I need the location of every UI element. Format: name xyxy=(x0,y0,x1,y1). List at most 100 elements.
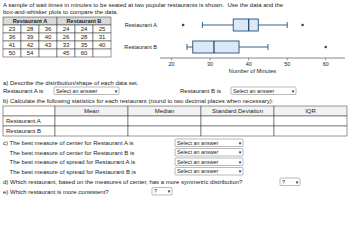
table-cell xyxy=(57,33,75,41)
dropdown-box[interactable] xyxy=(175,139,243,147)
answer-cell[interactable] xyxy=(201,126,274,136)
dropdown[interactable]: ?▾ xyxy=(152,188,172,196)
question: a) Describe the distribution/shape of ea… xyxy=(3,80,139,86)
prompt: Restaurant B is xyxy=(180,88,221,94)
answer-cell[interactable] xyxy=(201,116,274,126)
dropdown-arrow[interactable]: ▾ xyxy=(115,88,118,94)
cap-high xyxy=(267,44,268,50)
dropdown[interactable]: ?▾ xyxy=(280,178,300,186)
dropdown[interactable]: Select an answer ▾ xyxy=(231,87,296,95)
table-value: 39 xyxy=(27,34,34,40)
table-value: 25 xyxy=(99,26,106,32)
dropdown-arrow[interactable]: ▾ xyxy=(239,168,242,174)
cap-low xyxy=(202,22,203,28)
table-value: 24 xyxy=(81,26,88,32)
table-value: 41 xyxy=(9,42,16,48)
whisker-high xyxy=(239,47,268,48)
question: The best measure of spread for Restauran… xyxy=(3,159,135,165)
flier xyxy=(324,46,327,49)
question: b) Calculate the following statistics fo… xyxy=(3,98,274,104)
y-tick-label: Restaurant A xyxy=(125,22,158,28)
dropdown-box[interactable] xyxy=(175,168,243,176)
x-axis-line xyxy=(160,58,345,59)
whisker-high xyxy=(258,25,287,26)
dropdown-label[interactable]: Select an answer xyxy=(177,149,219,155)
dropdown-label[interactable]: Select an answer xyxy=(177,140,219,146)
dropdown[interactable]: Select an answer ▾ xyxy=(54,87,119,95)
answer-cell[interactable] xyxy=(55,126,128,136)
table-cell xyxy=(57,49,75,57)
dropdown-arrow[interactable]: ▾ xyxy=(296,179,299,185)
answer-cell[interactable] xyxy=(274,126,347,136)
table-cell xyxy=(21,33,39,41)
table-header: Restaurant A xyxy=(13,18,48,24)
dropdown-arrow[interactable]: ▾ xyxy=(239,140,242,146)
dropdown[interactable]: Select an answer ▾ xyxy=(175,158,243,166)
dropdown-arrow[interactable]: ▾ xyxy=(292,88,295,94)
table-value: 23 xyxy=(9,26,16,32)
box xyxy=(193,41,239,53)
x-tick-label: 40 xyxy=(246,61,252,67)
table-value: 60 xyxy=(81,50,88,56)
stats-row-label-cell xyxy=(3,126,55,136)
cap-low xyxy=(186,44,187,50)
whisker-low xyxy=(187,47,193,48)
title: A sample of wait times in minutes to be … xyxy=(3,2,284,8)
table-value: 43 xyxy=(45,42,52,48)
x-tick-label: 50 xyxy=(284,61,290,67)
answer-cell[interactable] xyxy=(128,116,201,126)
table-cell xyxy=(75,41,93,49)
stats-table: MeanMedianStandard DeviationIQRRestauran… xyxy=(3,106,347,136)
x-axis-label: Number of Minutes xyxy=(229,68,276,74)
table-value: 33 xyxy=(63,42,70,48)
box-plot: 2030405060Number of MinutesRestaurant AR… xyxy=(124,19,345,74)
table-value: 40 xyxy=(45,34,52,40)
dropdown-arrow[interactable]: ▾ xyxy=(239,159,242,165)
dropdown-label[interactable]: Select an answer xyxy=(177,168,219,174)
dropdown[interactable]: Select an answer ▾ xyxy=(175,168,243,176)
answer-cell[interactable] xyxy=(128,126,201,136)
stats-row-label: Restaurant A xyxy=(6,118,41,124)
stats-header: IQR xyxy=(305,108,316,114)
table-cell xyxy=(93,41,111,49)
dropdown-label[interactable]: ? xyxy=(282,179,285,185)
table-value: 31 xyxy=(99,34,106,40)
table-cell xyxy=(39,49,57,57)
dropdown[interactable]: Select an answer ▾ xyxy=(175,139,243,147)
dropdown-box[interactable] xyxy=(175,149,243,157)
table-cell xyxy=(39,41,57,49)
table-value: 40 xyxy=(99,42,106,48)
dropdown-arrow[interactable]: ▾ xyxy=(168,188,171,194)
dropdown-arrow[interactable]: ▾ xyxy=(239,149,242,155)
dropdown-box[interactable] xyxy=(231,87,296,95)
dropdown-box[interactable] xyxy=(175,158,243,166)
table-value: 26 xyxy=(63,34,70,40)
dropdown-box[interactable] xyxy=(152,188,172,196)
dropdown-label[interactable]: ? xyxy=(154,188,157,194)
answer-cell[interactable] xyxy=(55,116,128,126)
table-header: Restaurant B xyxy=(67,18,102,24)
dropdown-label[interactable]: Select an answer xyxy=(177,159,219,165)
x-tick-label: 60 xyxy=(323,61,329,67)
stats-header-cell xyxy=(201,106,274,116)
table-cell xyxy=(3,41,21,49)
dropdown-label[interactable]: Select an answer xyxy=(233,88,275,94)
question: d) Which restaurant, based on the measur… xyxy=(3,179,243,185)
prompt: Restaurant A is xyxy=(3,88,43,94)
table-cell xyxy=(39,33,57,41)
stats-header-cell xyxy=(128,106,201,116)
x-tick-label: 20 xyxy=(169,61,175,67)
table-header-cell xyxy=(3,17,57,25)
dropdown[interactable]: Select an answer ▾ xyxy=(175,149,243,157)
question: The best measure of spread for Restauran… xyxy=(3,169,136,175)
answer-cell[interactable] xyxy=(274,116,347,126)
box xyxy=(233,19,258,31)
dropdown-box[interactable] xyxy=(54,87,119,95)
table-value: 50 xyxy=(9,50,16,56)
dropdown-box[interactable] xyxy=(280,178,300,186)
flier xyxy=(301,24,304,27)
dropdown-label[interactable]: Select an answer xyxy=(56,88,98,94)
stats-header: Median xyxy=(155,108,175,114)
question: The best measure of center for Restauran… xyxy=(3,150,134,156)
table-value: 54 xyxy=(27,50,34,56)
